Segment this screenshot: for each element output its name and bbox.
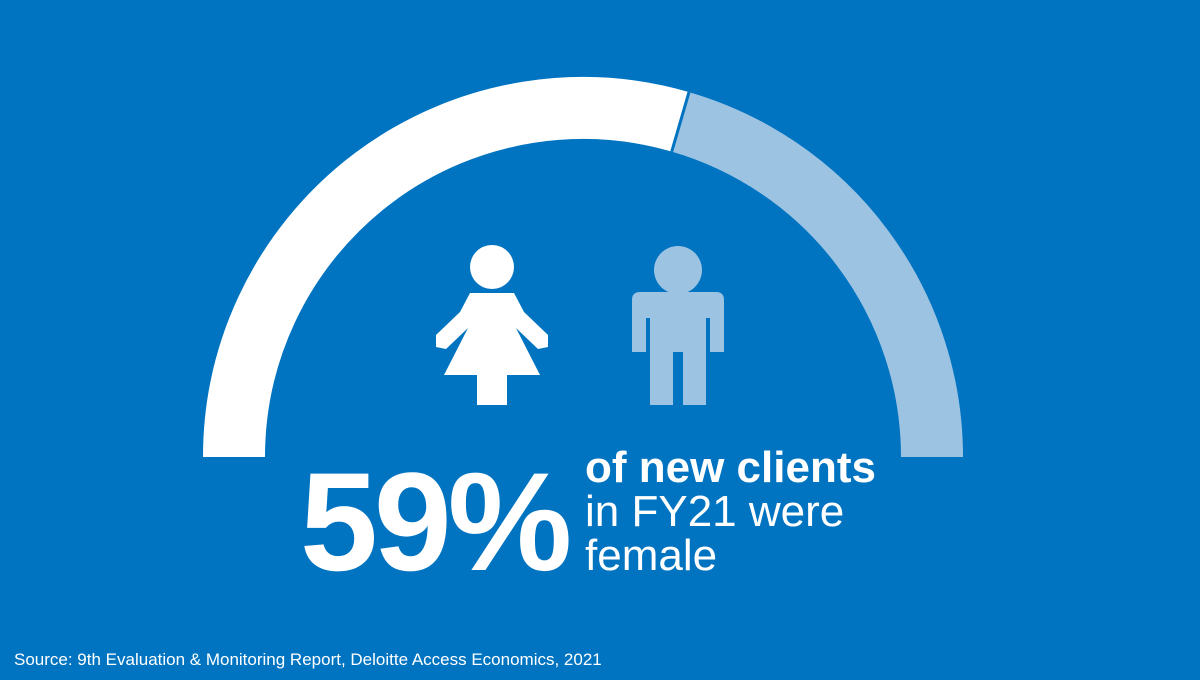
- gauge-segment-male: [671, 92, 963, 458]
- gauge-divider: [670, 91, 691, 153]
- source-note: Source: 9th Evaluation & Monitoring Repo…: [14, 650, 602, 669]
- gauge-segment-female: [203, 77, 689, 458]
- female-person-icon: [436, 245, 548, 405]
- caption-line-1: of new clients: [585, 443, 876, 492]
- caption-line-3: female: [585, 531, 718, 580]
- headline-caption: of new clients in FY21 were female: [585, 446, 985, 578]
- caption-line-2: in FY21 were: [585, 487, 845, 536]
- male-person-icon: [632, 246, 724, 405]
- headline-percent: 59%: [300, 443, 572, 600]
